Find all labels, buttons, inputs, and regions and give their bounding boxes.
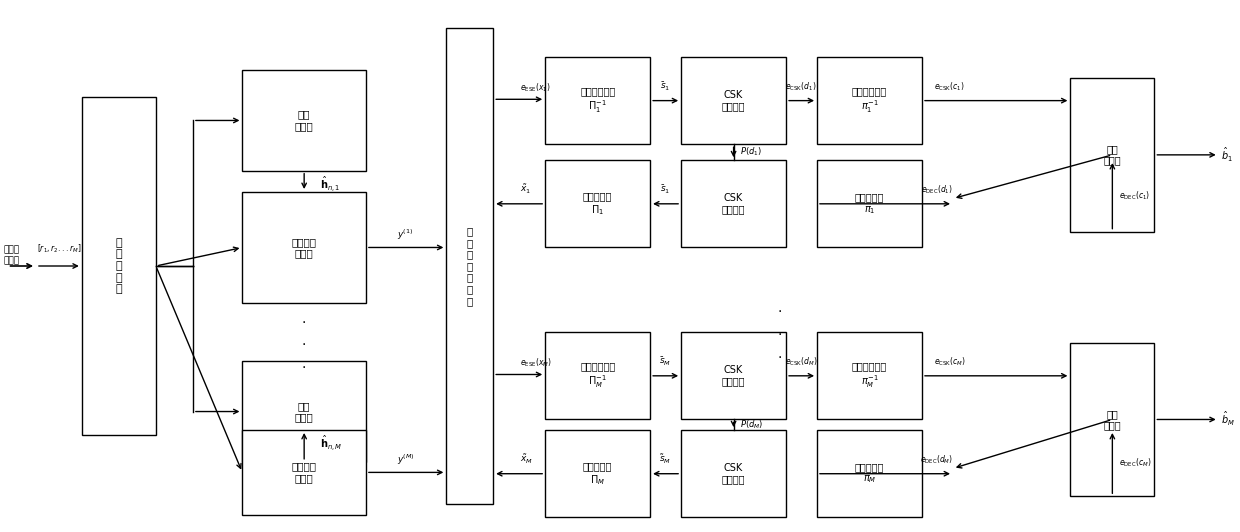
Text: $\bar{s}_M$: $\bar{s}_M$ <box>658 355 671 368</box>
FancyBboxPatch shape <box>681 160 786 247</box>
Text: 解比特交织器
$\pi_{1}^{-1}$: 解比特交织器 $\pi_{1}^{-1}$ <box>852 86 887 115</box>
FancyBboxPatch shape <box>242 361 366 462</box>
FancyBboxPatch shape <box>242 70 366 171</box>
Text: $e_{\rm ESE}(x_1)$: $e_{\rm ESE}(x_1)$ <box>521 81 551 94</box>
Text: $e_{\rm CSK}(c_1)$: $e_{\rm CSK}(c_1)$ <box>935 80 965 93</box>
Text: $\bar{s}_1$: $\bar{s}_1$ <box>660 184 670 196</box>
FancyBboxPatch shape <box>82 97 156 435</box>
Text: $e_{\rm CSK}(c_M)$: $e_{\rm CSK}(c_M)$ <box>935 355 966 368</box>
Text: 信道
估计器: 信道 估计器 <box>295 110 314 131</box>
Text: $y^{(1)}$: $y^{(1)}$ <box>397 228 414 242</box>
FancyBboxPatch shape <box>546 57 650 144</box>
Text: 多路接
收信号: 多路接 收信号 <box>4 246 20 265</box>
Text: $e_{\rm DEC}(c_M)$: $e_{\rm DEC}(c_M)$ <box>1118 457 1151 469</box>
FancyBboxPatch shape <box>1070 343 1154 496</box>
FancyBboxPatch shape <box>681 57 786 144</box>
FancyBboxPatch shape <box>1070 78 1154 231</box>
Text: CSK
软解调器: CSK 软解调器 <box>722 90 745 111</box>
Text: $y^{(M)}$: $y^{(M)}$ <box>397 453 414 467</box>
Text: $e_{\rm DEC}(c_1)$: $e_{\rm DEC}(c_1)$ <box>1118 189 1149 202</box>
Text: $\tilde{s}_M$: $\tilde{s}_M$ <box>658 453 671 466</box>
FancyBboxPatch shape <box>242 430 366 515</box>
Text: $[r_1, r_2...r_M]$: $[r_1, r_2...r_M]$ <box>37 243 82 255</box>
FancyBboxPatch shape <box>546 332 650 419</box>
Text: $e_{\rm CSK}(d_M)$: $e_{\rm CSK}(d_M)$ <box>785 355 817 368</box>
Text: $e_{\rm DEC}(d_1)$: $e_{\rm DEC}(d_1)$ <box>921 184 952 196</box>
Text: CSK
软解调器: CSK 软解调器 <box>722 365 745 387</box>
Text: $\tilde{x}_1$: $\tilde{x}_1$ <box>521 182 532 196</box>
Text: CSK
软映射器: CSK 软映射器 <box>722 193 745 214</box>
FancyBboxPatch shape <box>817 160 923 247</box>
Text: 预
处
理
模
块: 预 处 理 模 块 <box>115 238 122 294</box>
FancyBboxPatch shape <box>817 430 923 518</box>
Text: 被动时反
处理器: 被动时反 处理器 <box>291 462 316 483</box>
Text: $\tilde{x}_M$: $\tilde{x}_M$ <box>521 453 533 466</box>
Text: $P(d_1)$: $P(d_1)$ <box>740 146 761 159</box>
Text: $\hat{b}_M$: $\hat{b}_M$ <box>1221 411 1235 428</box>
Text: $e_{\rm CSK}(d_1)$: $e_{\rm CSK}(d_1)$ <box>785 80 817 93</box>
Text: 比特交织器
$\pi_{1}$: 比特交织器 $\pi_{1}$ <box>854 192 884 215</box>
FancyBboxPatch shape <box>546 160 650 247</box>
Text: $P(d_M)$: $P(d_M)$ <box>740 419 764 431</box>
FancyBboxPatch shape <box>817 57 923 144</box>
Text: 信道
译码器: 信道 译码器 <box>1104 144 1121 165</box>
FancyBboxPatch shape <box>546 430 650 518</box>
Text: 基
本
信
号
估
计
器: 基 本 信 号 估 计 器 <box>466 226 472 306</box>
Text: 解比特交织器
$\pi_{M}^{-1}$: 解比特交织器 $\pi_{M}^{-1}$ <box>852 361 887 390</box>
Text: $e_{\rm DEC}(d_M)$: $e_{\rm DEC}(d_M)$ <box>920 453 954 466</box>
FancyBboxPatch shape <box>681 430 786 518</box>
Text: 信道
估计器: 信道 估计器 <box>295 401 314 422</box>
Text: $\hat{\bf h}_{n,M}$: $\hat{\bf h}_{n,M}$ <box>320 434 342 453</box>
FancyBboxPatch shape <box>817 332 923 419</box>
Text: 码片交织器
$\Pi_{1}$: 码片交织器 $\Pi_{1}$ <box>583 191 613 217</box>
Text: ·
·
·: · · · <box>303 315 306 375</box>
Text: 解码片交织器
$\Pi_{M}^{-1}$: 解码片交织器 $\Pi_{M}^{-1}$ <box>580 361 615 390</box>
Text: $\bar{s}_1$: $\bar{s}_1$ <box>660 80 670 93</box>
FancyBboxPatch shape <box>446 28 494 504</box>
Text: CSK
软映射器: CSK 软映射器 <box>722 463 745 485</box>
Text: $e_{\rm ESE}(x_M)$: $e_{\rm ESE}(x_M)$ <box>521 356 552 369</box>
Text: 比特交织器
$\pi_{M}$: 比特交织器 $\pi_{M}$ <box>854 462 884 485</box>
FancyBboxPatch shape <box>681 332 786 419</box>
Text: 被动时反
处理器: 被动时反 处理器 <box>291 237 316 258</box>
FancyBboxPatch shape <box>242 192 366 303</box>
Text: $\hat{b}_1$: $\hat{b}_1$ <box>1221 146 1233 164</box>
Text: $\hat{\bf h}_{n,1}$: $\hat{\bf h}_{n,1}$ <box>320 174 341 194</box>
Text: 比特交织器
$\Pi_{M}$: 比特交织器 $\Pi_{M}$ <box>583 461 613 487</box>
Text: ·
·
·: · · · <box>777 305 782 364</box>
Text: 解码片交织器
$\Pi_{1}^{-1}$: 解码片交织器 $\Pi_{1}^{-1}$ <box>580 86 615 115</box>
Text: 信道
译码器: 信道 译码器 <box>1104 409 1121 430</box>
